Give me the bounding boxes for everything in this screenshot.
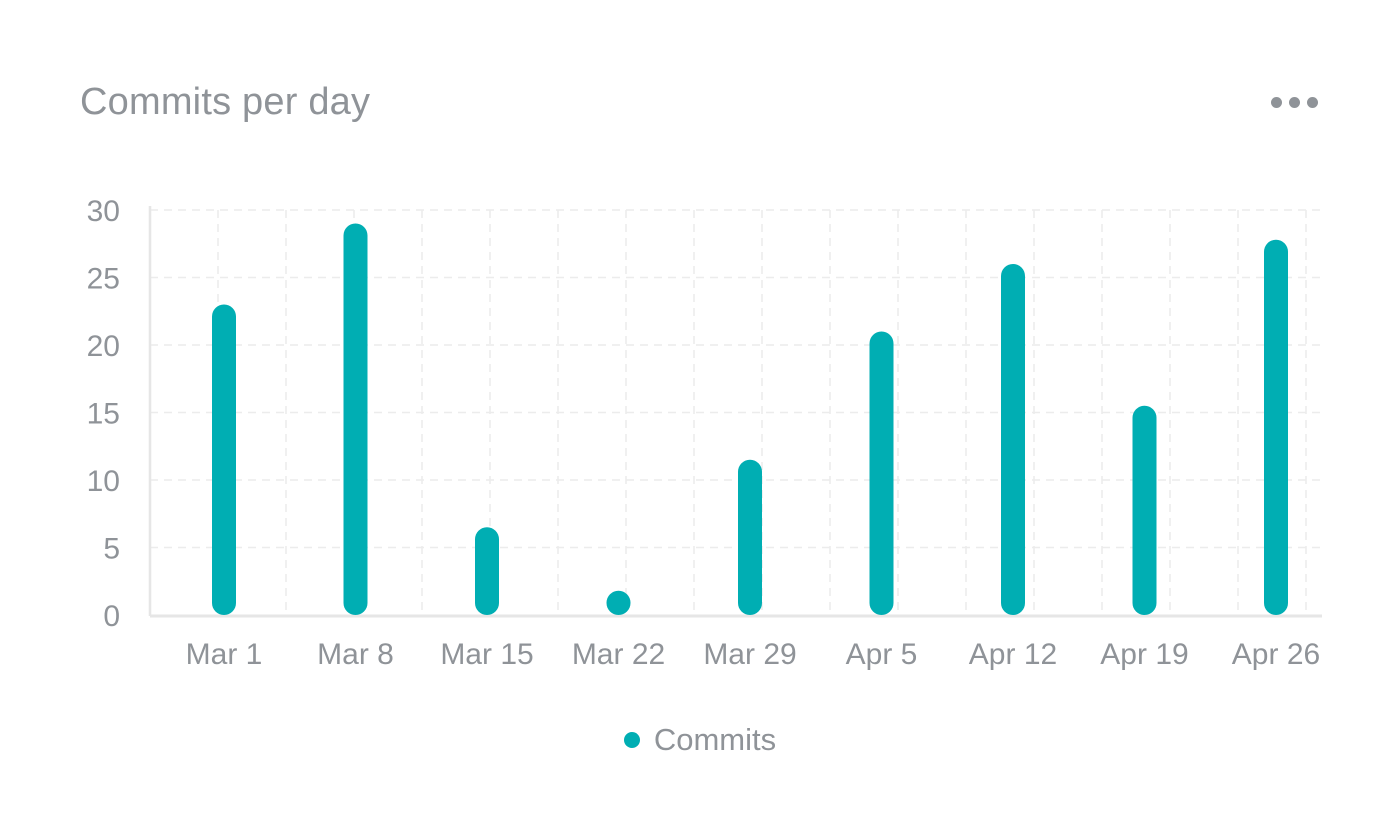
bar-mar-15 bbox=[475, 527, 499, 615]
x-tick-label: Apr 19 bbox=[1100, 638, 1188, 671]
bar-apr-19 bbox=[1132, 405, 1157, 615]
more-horizontal-icon bbox=[1270, 96, 1282, 108]
x-tick-label: Apr 12 bbox=[969, 638, 1057, 671]
chart-legend: Commits bbox=[0, 720, 1400, 760]
x-tick-label: Mar 15 bbox=[440, 638, 533, 671]
x-tick-label: Mar 1 bbox=[186, 638, 263, 671]
bar-apr-5 bbox=[869, 331, 894, 615]
bar-apr-26 bbox=[1264, 239, 1288, 615]
y-tick-label: 30 bbox=[87, 195, 120, 228]
legend-swatch bbox=[623, 732, 640, 748]
x-tick-label: Apr 26 bbox=[1232, 638, 1320, 671]
more-horizontal-icon-dot bbox=[1306, 96, 1318, 108]
bar-mar-8 bbox=[343, 223, 368, 615]
bar-mar-29 bbox=[738, 459, 762, 615]
x-tick-label: Mar 29 bbox=[703, 638, 796, 671]
bar-chart: 0 5 10 15 20 25 30 Mar 1 Mar 8 Mar 15 Mar 22 Mar 29… bbox=[87, 195, 1322, 671]
more-horizontal-icon-dot bbox=[1288, 96, 1300, 108]
bar-mar-1 bbox=[212, 304, 236, 615]
more-options-button[interactable] bbox=[1262, 86, 1326, 118]
y-tick-label: 5 bbox=[103, 533, 120, 566]
y-tick-label: 0 bbox=[103, 600, 120, 633]
x-tick-label: Apr 5 bbox=[846, 638, 918, 671]
y-tick-label: 25 bbox=[87, 263, 120, 296]
y-tick-label: 15 bbox=[87, 398, 120, 431]
x-tick-label: Mar 22 bbox=[572, 638, 665, 671]
x-tick-label: Mar 8 bbox=[317, 638, 394, 671]
legend-item-commits[interactable]: Commits bbox=[623, 720, 777, 760]
y-tick-label: 10 bbox=[87, 465, 120, 498]
bar-mar-22 bbox=[606, 590, 631, 615]
legend-label: Commits bbox=[653, 722, 777, 757]
bar-apr-12 bbox=[1001, 264, 1025, 615]
card-title: Commits per day bbox=[80, 81, 371, 123]
y-tick-label: 20 bbox=[87, 330, 120, 363]
